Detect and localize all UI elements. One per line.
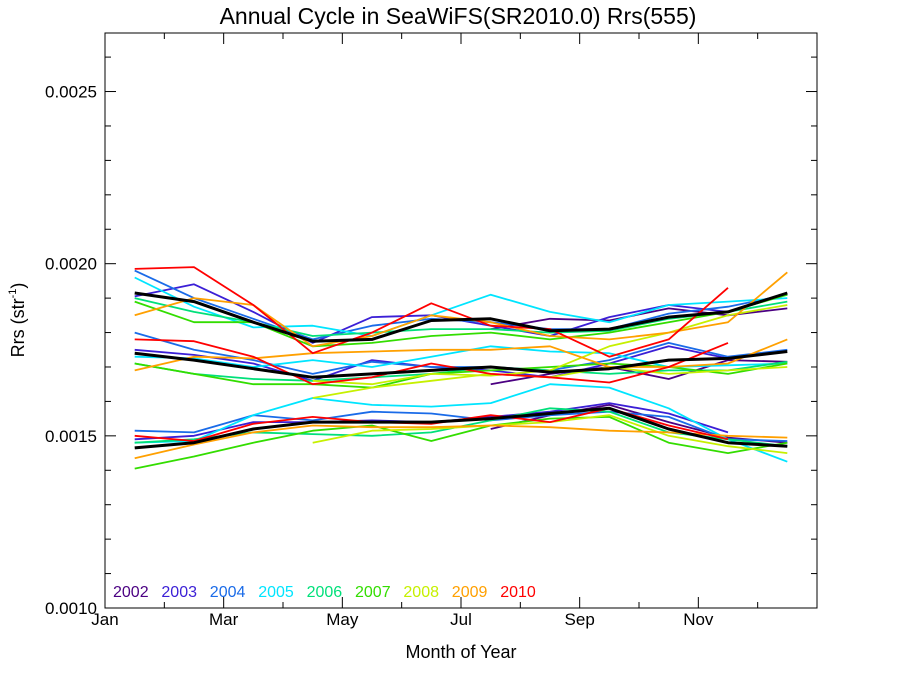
y-axis-label-end: ): [8, 283, 28, 289]
y-tick-label: 0.0025: [45, 83, 97, 102]
x-tick-label: Jan: [91, 610, 118, 629]
y-axis-label: Rrs (str-1): [7, 283, 28, 358]
series-line: [134, 338, 788, 372]
x-tick-label: Nov: [683, 610, 714, 629]
y-axis-label-main: Rrs (str: [8, 298, 28, 357]
series-line: [134, 360, 788, 382]
x-tick-label: Mar: [209, 610, 239, 629]
series-line: [134, 424, 788, 460]
series-layer: [134, 266, 788, 470]
series-line: [312, 304, 788, 386]
axis-ticks: [104, 33, 817, 609]
legend: 2002 2003 2004 2005 2006 2007 2008 2009 2010: [113, 584, 536, 601]
legend-item: 2005: [258, 584, 294, 601]
series-line: [134, 410, 788, 442]
chart-title: Annual Cycle in SeaWiFS(SR2010.0) Rrs(55…: [220, 3, 697, 29]
legend-item: 2002: [113, 584, 149, 601]
legend-item: 2006: [307, 584, 343, 601]
x-tick-labels: Jan Mar May Jul Sep Nov: [91, 610, 714, 629]
legend-item: 2003: [161, 584, 197, 601]
x-tick-label: Jul: [450, 610, 472, 629]
x-tick-label: Sep: [565, 610, 595, 629]
series-line: [134, 362, 788, 389]
series-line: [134, 338, 729, 386]
series-line: [134, 416, 788, 470]
legend-item: 2007: [355, 584, 391, 601]
series-line: [134, 276, 788, 337]
mean-series-line: [134, 350, 788, 379]
x-tick-label: May: [326, 610, 359, 629]
legend-item: 2009: [452, 584, 488, 601]
y-tick-label: 0.0010: [45, 599, 97, 618]
series-line: [134, 293, 788, 348]
y-tick-label: 0.0015: [45, 427, 97, 446]
series-line: [134, 383, 788, 463]
y-axis-label-sup: -1: [7, 289, 19, 299]
legend-item: 2010: [500, 584, 536, 601]
y-tick-label: 0.0020: [45, 255, 97, 274]
y-tick-labels: 0.0010 0.0015 0.0020 0.0025: [45, 83, 97, 618]
mean-series-line: [134, 406, 788, 450]
mean-series-line: [134, 291, 788, 343]
legend-item: 2004: [210, 584, 246, 601]
legend-item: 2008: [403, 584, 439, 601]
series-line: [134, 266, 729, 358]
x-axis-label: Month of Year: [405, 642, 516, 662]
